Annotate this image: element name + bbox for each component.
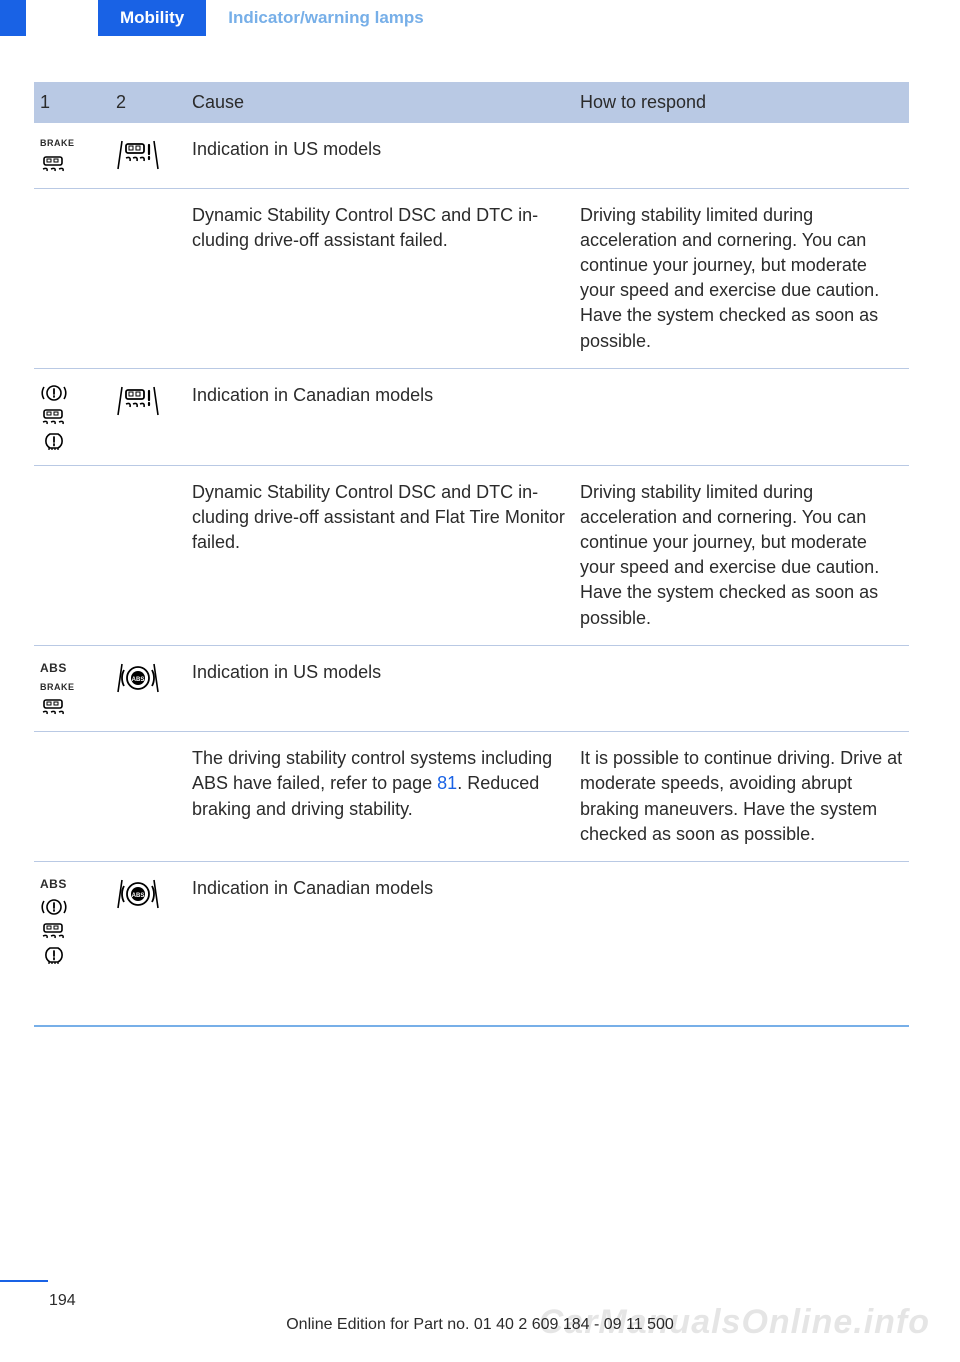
indicator-tab: Indicator/warning lamps (206, 0, 446, 36)
table-row: The driving stability control systems in… (34, 732, 909, 862)
icon-cell-col1 (34, 732, 110, 862)
mobility-tab: Mobility (98, 0, 206, 36)
table-row: ABS (34, 861, 909, 1025)
skid-icon (40, 407, 68, 427)
cause-cell: Indication in US models (186, 645, 574, 731)
header-col1: 1 (34, 82, 110, 123)
content-area: 1 2 Cause How to respond BRAKE (34, 82, 909, 1027)
table-row: Indication in Canadian models (34, 368, 909, 465)
cause-cell: Indication in Canadian models (186, 368, 574, 465)
cause-cell: Dynamic Stability Control DSC and DTC in… (186, 465, 574, 645)
respond-cell: Driving stability limited during acceler… (574, 465, 909, 645)
brake-circle-icon (40, 383, 68, 403)
tire-icon (40, 431, 68, 451)
respond-cell: It is possible to continue driving. Driv… (574, 732, 909, 862)
skid-icon (40, 921, 68, 941)
icon-cell-col1 (34, 368, 110, 465)
respond-cell (574, 368, 909, 465)
table-row: ABS BRAKE (34, 645, 909, 731)
brake-text-icon: BRAKE (40, 681, 75, 694)
brake-circle-icon (40, 897, 68, 917)
header-col2: 2 (110, 82, 186, 123)
icon-cell-col2 (110, 188, 186, 368)
car-warning-icon (116, 383, 180, 419)
skid-icon (40, 697, 68, 717)
respond-cell (574, 645, 909, 731)
respond-cell (574, 123, 909, 188)
icon-cell-col2: ABS (110, 861, 186, 1025)
header-cause: Cause (186, 82, 574, 123)
icon-cell-col1 (34, 188, 110, 368)
brake-text-icon: BRAKE (40, 137, 75, 150)
icon-cell-col2 (110, 465, 186, 645)
cause-cell: Indication in Canadian models (186, 861, 574, 1025)
table-row: Dynamic Stability Control DSC and DTC in… (34, 465, 909, 645)
abs-circle-icon: ABS (116, 660, 180, 696)
footer-line (0, 1280, 48, 1282)
svg-text:ABS: ABS (132, 677, 145, 683)
table-row: Dynamic Stability Control DSC and DTC in… (34, 188, 909, 368)
svg-text:ABS: ABS (132, 893, 145, 899)
abs-text-icon: ABS (40, 876, 67, 893)
icon-cell-col2 (110, 123, 186, 188)
icon-cell-col1 (34, 465, 110, 645)
header-respond: How to respond (574, 82, 909, 123)
table-row: BRAKE (34, 123, 909, 188)
icon-cell-col2 (110, 368, 186, 465)
car-warning-icon (116, 137, 180, 173)
table-header-row: 1 2 Cause How to respond (34, 82, 909, 123)
abs-circle-icon: ABS (116, 876, 180, 912)
blue-stub (0, 0, 26, 36)
icon-cell-col1: BRAKE (34, 123, 110, 188)
respond-cell (574, 861, 909, 1025)
cause-cell: Indication in US models (186, 123, 574, 188)
cause-cell: The driving stability control systems in… (186, 732, 574, 862)
icon-cell-col1: ABS BRAKE (34, 645, 110, 731)
header-bar: Mobility Indicator/warning lamps (0, 0, 960, 36)
icon-cell-col2: ABS (110, 645, 186, 731)
warning-table: 1 2 Cause How to respond BRAKE (34, 82, 909, 1027)
cause-cell: Dynamic Stability Control DSC and DTC in… (186, 188, 574, 368)
skid-icon (40, 154, 68, 174)
icon-cell-col2 (110, 732, 186, 862)
respond-cell: Driving stability limited during acceler… (574, 188, 909, 368)
tire-icon (40, 945, 68, 965)
icon-cell-col1: ABS (34, 861, 110, 1025)
watermark: CarManualsOnline.info (539, 1303, 930, 1342)
abs-text-icon: ABS (40, 660, 67, 677)
page-reference-link[interactable]: 81 (437, 773, 457, 793)
